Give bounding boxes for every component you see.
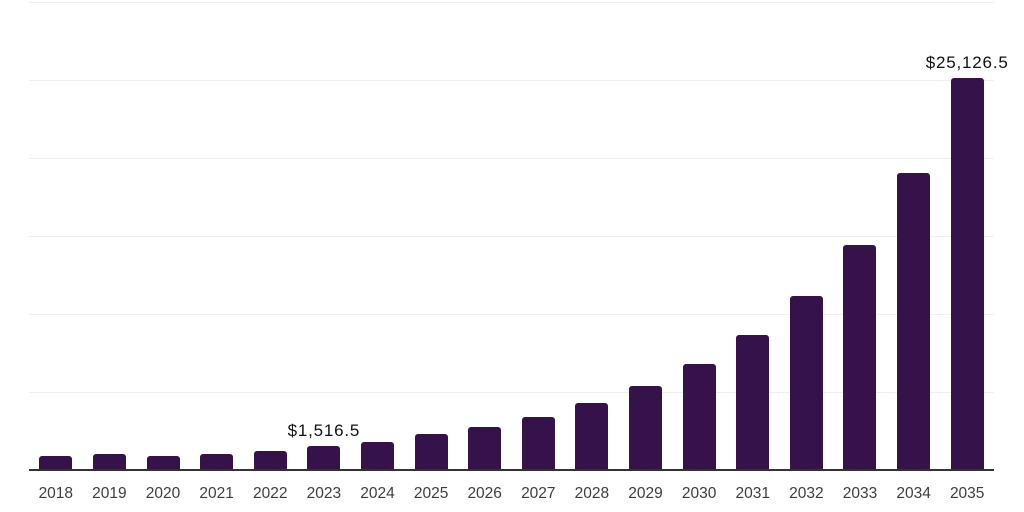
x-tick-2021: 2021: [199, 485, 234, 502]
bar-2022: [253, 451, 287, 471]
bar-2032: [789, 296, 823, 471]
x-tick-2033: 2033: [842, 485, 878, 502]
x-tick-2034: 2034: [896, 485, 931, 502]
gridline-5000: [29, 392, 994, 393]
bar-2026: [468, 427, 502, 471]
bar-2023: [307, 446, 341, 471]
bar-2020: [146, 456, 180, 471]
x-tick-2018: 2018: [38, 485, 74, 502]
x-tick-2028: 2028: [574, 485, 610, 502]
x-tick-2035: 2035: [949, 485, 985, 502]
x-tick-2020: 2020: [145, 485, 181, 502]
gridline-10000: [29, 314, 994, 315]
x-tick-2029: 2029: [628, 485, 663, 502]
bar-2035: [950, 78, 984, 471]
bar-2024: [360, 441, 394, 471]
data-label-2035: $25,126.5: [925, 53, 1009, 73]
x-tick-2027: 2027: [521, 485, 556, 502]
x-axis-line: [29, 469, 994, 471]
x-tick-2026: 2026: [467, 485, 502, 502]
x-tick-2025: 2025: [413, 485, 449, 502]
x-tick-2024: 2024: [360, 485, 395, 502]
x-tick-2022: 2022: [253, 485, 288, 502]
gridline-30000: [29, 2, 994, 3]
bar-2030: [682, 363, 716, 471]
bar-2027: [521, 416, 555, 471]
x-tick-2032: 2032: [789, 485, 824, 502]
bar-2028: [575, 402, 609, 471]
gridline-15000: [29, 236, 994, 237]
bar-2021: [200, 453, 234, 471]
bar-2031: [736, 335, 770, 471]
bar-2019: [92, 453, 126, 471]
gridline-20000: [29, 158, 994, 159]
bar-2018: [39, 455, 73, 471]
x-tick-2023: 2023: [306, 485, 342, 502]
data-label-2023: $1,516.5: [287, 421, 361, 441]
x-tick-2031: 2031: [735, 485, 770, 502]
x-tick-2019: 2019: [92, 485, 127, 502]
gridline-25000: [29, 80, 994, 81]
bar-2033: [843, 244, 877, 471]
bar-2034: [897, 173, 931, 471]
bar-2029: [629, 385, 663, 471]
bar-2025: [414, 434, 448, 471]
x-tick-2030: 2030: [681, 485, 717, 502]
